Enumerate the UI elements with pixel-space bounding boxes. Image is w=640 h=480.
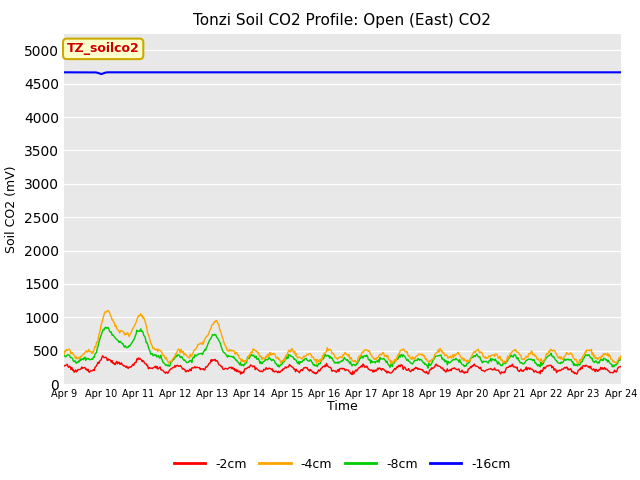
X-axis label: Time: Time [327, 400, 358, 413]
Legend: -2cm, -4cm, -8cm, -16cm: -2cm, -4cm, -8cm, -16cm [169, 453, 516, 476]
Y-axis label: Soil CO2 (mV): Soil CO2 (mV) [6, 165, 19, 252]
Text: TZ_soilco2: TZ_soilco2 [67, 42, 140, 55]
Title: Tonzi Soil CO2 Profile: Open (East) CO2: Tonzi Soil CO2 Profile: Open (East) CO2 [193, 13, 492, 28]
